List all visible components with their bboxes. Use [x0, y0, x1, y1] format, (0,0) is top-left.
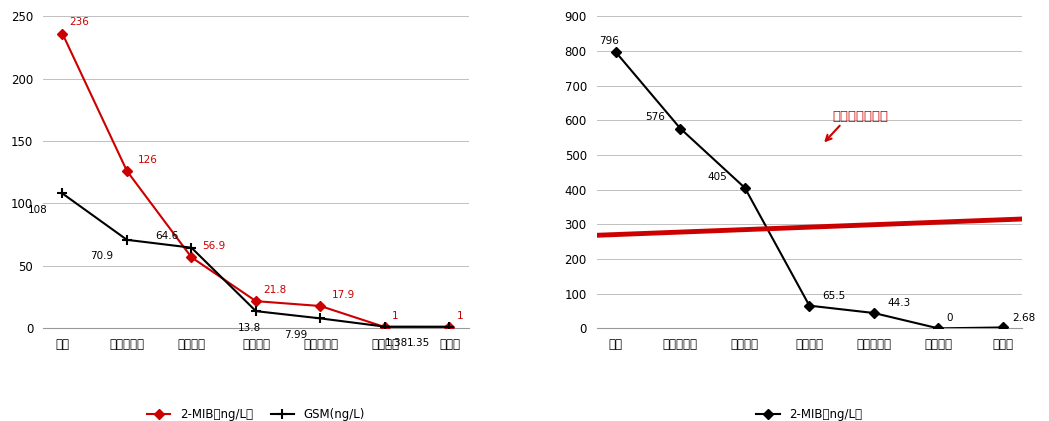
Text: 56.9: 56.9 [202, 241, 226, 251]
Text: 13.8: 13.8 [237, 322, 260, 333]
Text: 17.9: 17.9 [331, 290, 355, 300]
Text: 576: 576 [645, 112, 665, 122]
Text: 2.68: 2.68 [1012, 312, 1035, 322]
Text: 1: 1 [392, 311, 399, 321]
Text: 70.9: 70.9 [90, 251, 113, 261]
Legend: 2-MIB（ng/L）, GSM(ng/L): 2-MIB（ng/L）, GSM(ng/L) [142, 403, 369, 421]
Text: 44.3: 44.3 [887, 298, 911, 308]
Text: 796: 796 [599, 36, 619, 46]
Text: 21.8: 21.8 [263, 285, 286, 295]
Text: 126: 126 [138, 155, 158, 165]
Text: 0: 0 [946, 314, 952, 323]
Text: 7.99: 7.99 [284, 330, 307, 340]
Text: 加炭后变化趋势: 加炭后变化趋势 [832, 110, 887, 123]
Text: 108: 108 [27, 205, 47, 215]
Text: 405: 405 [707, 171, 727, 181]
Text: 1.38: 1.38 [384, 338, 408, 348]
Text: 236: 236 [69, 17, 89, 27]
Text: 65.5: 65.5 [822, 291, 845, 301]
Legend: 2-MIB（ng/L）: 2-MIB（ng/L） [752, 403, 868, 421]
Text: 1: 1 [456, 311, 463, 321]
Text: 64.6: 64.6 [155, 232, 178, 241]
Text: 1.35: 1.35 [407, 338, 430, 348]
